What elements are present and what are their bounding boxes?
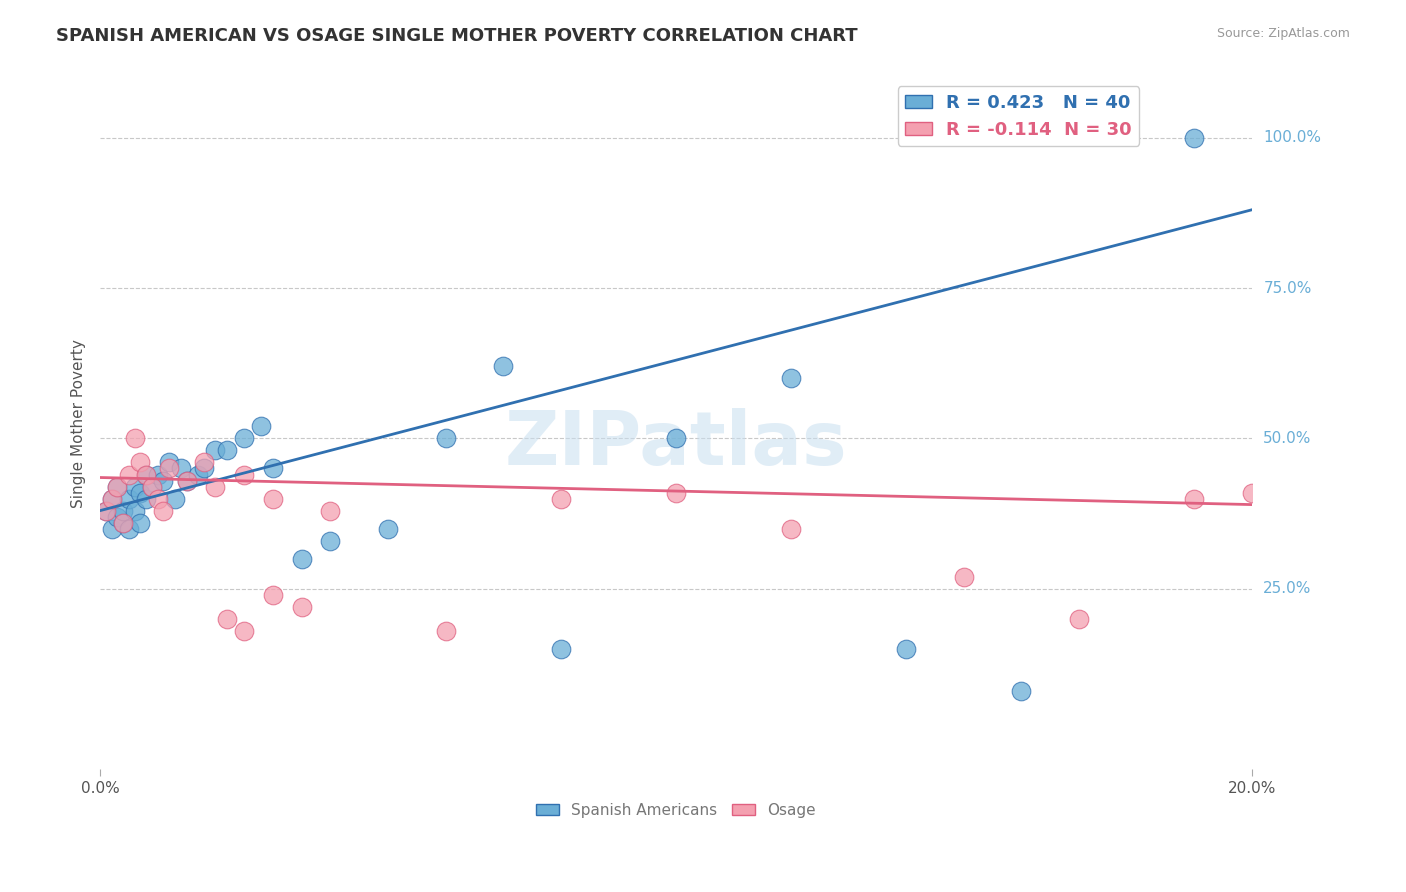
Point <box>100 491 122 506</box>
Point <box>94 503 117 517</box>
Text: 100.0%: 100.0% <box>1264 130 1322 145</box>
Text: 25.0%: 25.0% <box>1264 582 1312 597</box>
Text: SPANISH AMERICAN VS OSAGE SINGLE MOTHER POVERTY CORRELATION CHART: SPANISH AMERICAN VS OSAGE SINGLE MOTHER … <box>56 27 858 45</box>
Point <box>434 431 457 445</box>
Point <box>319 503 342 517</box>
Point <box>118 491 141 506</box>
Text: 50.0%: 50.0% <box>1264 431 1312 446</box>
Point <box>291 599 314 614</box>
Text: 75.0%: 75.0% <box>1264 280 1312 295</box>
Text: ZIPatlas: ZIPatlas <box>505 408 848 481</box>
Legend: Spanish Americans, Osage: Spanish Americans, Osage <box>530 797 823 824</box>
Point <box>319 533 342 548</box>
Point <box>107 479 129 493</box>
Point <box>124 479 146 493</box>
Point <box>141 479 163 493</box>
Point <box>215 443 238 458</box>
Point <box>780 371 803 385</box>
Point <box>492 359 515 374</box>
Point <box>193 461 215 475</box>
Point <box>1011 684 1033 698</box>
Point <box>953 570 976 584</box>
Point <box>896 642 918 657</box>
Point <box>1240 485 1263 500</box>
Point <box>550 642 572 657</box>
Point <box>100 522 122 536</box>
Point <box>124 503 146 517</box>
Point <box>107 509 129 524</box>
Point <box>233 431 256 445</box>
Point <box>1182 491 1205 506</box>
Point <box>107 479 129 493</box>
Point <box>146 467 169 482</box>
Point <box>124 431 146 445</box>
Point <box>665 431 688 445</box>
Point <box>112 503 135 517</box>
Point <box>262 491 284 506</box>
Point <box>129 485 152 500</box>
Point <box>176 474 198 488</box>
Point <box>135 491 157 506</box>
Point <box>176 474 198 488</box>
Point <box>233 467 256 482</box>
Point <box>187 467 209 482</box>
Point <box>157 461 180 475</box>
Point <box>135 467 157 482</box>
Point <box>112 516 135 530</box>
Point <box>780 522 803 536</box>
Point <box>250 419 273 434</box>
Point <box>291 551 314 566</box>
Point <box>118 467 141 482</box>
Point <box>112 516 135 530</box>
Point <box>1182 130 1205 145</box>
Point <box>100 491 122 506</box>
Point <box>262 461 284 475</box>
Point <box>193 455 215 469</box>
Text: Source: ZipAtlas.com: Source: ZipAtlas.com <box>1216 27 1350 40</box>
Point <box>170 461 193 475</box>
Point <box>204 443 226 458</box>
Point <box>129 455 152 469</box>
Point <box>434 624 457 638</box>
Point <box>118 522 141 536</box>
Point <box>233 624 256 638</box>
Point <box>152 503 174 517</box>
Point <box>135 467 157 482</box>
Point <box>262 588 284 602</box>
Point <box>157 455 180 469</box>
Point <box>665 485 688 500</box>
Point <box>141 479 163 493</box>
Point <box>146 491 169 506</box>
Point <box>215 612 238 626</box>
Point <box>94 503 117 517</box>
Point <box>204 479 226 493</box>
Point <box>129 516 152 530</box>
Point <box>550 491 572 506</box>
Point <box>1067 612 1090 626</box>
Point <box>377 522 399 536</box>
Point <box>163 491 186 506</box>
Point <box>152 474 174 488</box>
Y-axis label: Single Mother Poverty: Single Mother Poverty <box>72 339 86 508</box>
